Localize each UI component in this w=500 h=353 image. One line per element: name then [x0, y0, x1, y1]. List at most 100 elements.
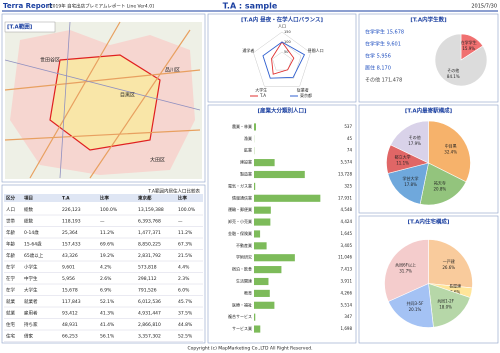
slice-label: 都立大学 — [395, 153, 411, 159]
value-label: 74 — [347, 148, 353, 153]
table-cell: 43,326 — [62, 253, 78, 259]
table-cell: 52.5% — [178, 334, 193, 340]
table-cell: 44.8% — [178, 322, 193, 328]
table-cell: 56.1% — [100, 334, 115, 340]
axis-label: 従業者 — [297, 87, 309, 93]
bar — [254, 206, 271, 214]
table-cell: 住宅 — [6, 333, 15, 340]
bar — [254, 159, 275, 167]
value-label: 3,911 — [341, 279, 353, 284]
radar-series — [271, 41, 295, 75]
table-cell: 6,012,536 — [138, 299, 161, 305]
panel-title: [T.A内 昼夜・在学人口バランス] — [241, 16, 324, 24]
table-cell: 65歳以上 — [24, 252, 44, 259]
y-tick-label: 鉱業 — [244, 147, 252, 153]
table-cell: 52.1% — [100, 299, 115, 305]
slice-label: 長屋建 — [449, 282, 461, 288]
y-tick-label: サービス業 — [232, 325, 252, 331]
slice-label: 在学学生 — [461, 39, 477, 45]
column-header: 比率 — [100, 195, 109, 202]
table-cell: 在学 — [6, 264, 15, 271]
slice-value: 31.7% — [399, 269, 412, 274]
table-cell: 人口 — [6, 207, 15, 213]
bar — [254, 266, 282, 274]
value-label: 537 — [344, 124, 352, 129]
slice-value: 20.1% — [409, 307, 422, 312]
table-cell: 118,193 — [62, 219, 81, 225]
slice-label: その他 — [409, 134, 421, 140]
slice-value: 15.9% — [462, 46, 475, 51]
annotation: 在学学生 9,601 — [365, 41, 401, 48]
y-tick-label: 建設業 — [240, 159, 252, 165]
bar — [254, 289, 270, 297]
panel-title: [T.A内最寄駅構成] — [405, 107, 453, 115]
map — [4, 21, 202, 179]
panel-title: [T.A範囲] — [7, 23, 33, 31]
table-cell: 6,393,768 — [138, 219, 161, 225]
table-cell: 2,866,810 — [138, 322, 161, 328]
axis-label: 昼間人口 — [308, 47, 324, 53]
value-label: 45 — [347, 136, 353, 141]
column-header: 東京都 — [138, 195, 152, 202]
slice-label: 共同6F以上 — [395, 262, 416, 268]
y-tick-label: 電気・ガス業 — [228, 182, 252, 188]
slice-label: 共同3-5F — [407, 300, 425, 306]
table-cell: 11.2% — [100, 230, 115, 236]
slice-value: 84.1% — [447, 74, 460, 79]
table-cell: 11.2% — [178, 230, 193, 236]
slice-label: 一戸建 — [443, 258, 455, 264]
pie-slice — [434, 33, 488, 87]
table-cell: 21.5% — [178, 253, 193, 259]
table-cell: 在学 — [6, 287, 15, 294]
pie-slice — [384, 239, 429, 302]
table-cell: 66,253 — [62, 334, 78, 340]
table-cell: 15,678 — [62, 288, 78, 294]
bar — [254, 218, 271, 226]
pie-slice — [390, 120, 429, 164]
slice-label: 共同1-2F — [437, 298, 455, 304]
table-cell: 93,412 — [62, 311, 78, 317]
slice-value: 11.1% — [396, 160, 409, 165]
pie-slice — [428, 283, 471, 328]
legend-label: 東京都 — [300, 92, 312, 98]
report-subtitle: [2019年 自宅出店プレミアムレポート Line Ver4.0] — [48, 3, 154, 10]
table-cell: 19.2% — [100, 253, 115, 259]
table-cell: 117,843 — [62, 299, 81, 305]
bar — [254, 313, 256, 321]
slice-value: 32.4% — [444, 149, 457, 154]
value-label: 4,548 — [341, 207, 353, 212]
y-tick-label: 運輸・郵便業 — [228, 206, 252, 212]
pie-slice — [428, 120, 471, 183]
table-cell: 4,931,447 — [138, 311, 161, 317]
pie-slice — [428, 239, 473, 289]
axis-label: 通学者 — [242, 47, 254, 53]
table-cell: 9,601 — [62, 265, 75, 271]
slice-value: 20.8% — [434, 186, 447, 191]
table-panel — [1, 184, 206, 344]
r-tick-label: 150 — [284, 30, 291, 34]
panel-title: [T.A内学生数] — [410, 16, 447, 24]
bar — [254, 301, 275, 309]
table-cell: 100.0% — [100, 207, 118, 213]
column-header: T.A — [62, 196, 70, 202]
bar — [254, 194, 321, 202]
radar-panel — [207, 13, 357, 103]
table-cell: 0-14歳 — [24, 229, 39, 236]
area-name: T.A : sample — [223, 2, 278, 11]
panel-title: [T.A内住宅構成] — [408, 218, 450, 226]
value-label: 4,266 — [341, 290, 353, 295]
table-cell: 年齢 — [6, 241, 15, 248]
map-label: 目黒区 — [120, 93, 135, 99]
table-cell: 69.6% — [100, 242, 115, 248]
table-cell: 13,159,388 — [138, 207, 164, 213]
table-cell: 就業 — [6, 310, 15, 317]
table-cell: 世帯 — [6, 218, 15, 225]
value-label: 5,514 — [341, 302, 353, 307]
value-label: 17,931 — [338, 195, 352, 200]
table-cell: 借家 — [24, 333, 33, 340]
slice-value: 17.9% — [408, 141, 421, 146]
report-title: Terra Report — [3, 2, 53, 10]
panel-title: [産業大分類別人口] — [257, 107, 307, 115]
table-cell: 4.4% — [178, 265, 190, 271]
table-cell: — — [100, 220, 105, 225]
